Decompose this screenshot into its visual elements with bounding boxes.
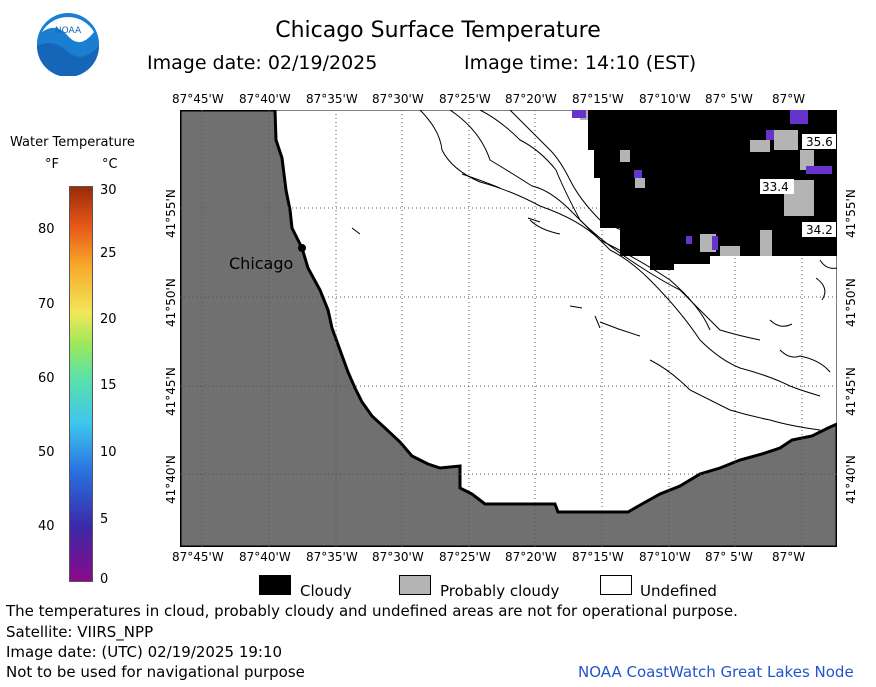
top-lon-label: 87° 5'W xyxy=(705,92,753,106)
colorbar-title: Water Temperature xyxy=(10,135,135,150)
image-time: Image time: 14:10 (EST) xyxy=(464,52,697,74)
top-lon-label: 87°10'W xyxy=(639,92,691,106)
lat-label-right: 41°45'N xyxy=(844,367,858,416)
bottom-lon-label: 87°40'W xyxy=(239,550,291,564)
logo-text: NOAA xyxy=(55,26,82,36)
c-tick: 20 xyxy=(100,312,117,327)
navigation-warning: Not to be used for navigational purpose xyxy=(6,663,305,681)
bottom-lon-label: 87° 5'W xyxy=(705,550,753,564)
f-tick: 70 xyxy=(38,297,55,312)
f-tick: 40 xyxy=(38,519,55,534)
satellite: Satellite: VIIRS_NPP xyxy=(6,623,154,641)
city-label: Chicago xyxy=(229,254,293,273)
bottom-lon-label: 87°25'W xyxy=(439,550,491,564)
legend-cloudy-swatch xyxy=(259,575,291,595)
c-tick: 25 xyxy=(100,246,117,261)
colorbar xyxy=(69,186,93,582)
lat-label-right: 41°40'N xyxy=(844,455,858,504)
lat-label-right: 41°55'N xyxy=(844,189,858,238)
bottom-lon-label: 87°15'W xyxy=(572,550,624,564)
lat-label-left: 41°50'N xyxy=(164,278,178,327)
bottom-lon-label: 87°30'W xyxy=(372,550,424,564)
unit-c: °C xyxy=(102,157,118,172)
top-lon-label: 87°35'W xyxy=(306,92,358,106)
bottom-lon-label: 87°45'W xyxy=(172,550,224,564)
top-lon-label: 87°20'W xyxy=(505,92,557,106)
utc-date: Image date: (UTC) 02/19/2025 19:10 xyxy=(6,643,283,661)
credit: NOAA CoastWatch Great Lakes Node xyxy=(578,663,854,681)
f-tick: 80 xyxy=(38,222,55,237)
top-lon-label: 87°30'W xyxy=(372,92,424,106)
legend-probably-cloudy-swatch xyxy=(399,575,431,595)
legend-cloudy-label: Cloudy xyxy=(300,582,352,600)
temperature-map: 35.6 33.4 34.2 Chicago xyxy=(180,110,837,547)
temp-labels: 35.6 33.4 34.2 xyxy=(760,134,836,237)
bottom-lon-label: 87°W xyxy=(772,550,806,564)
top-lon-label: 87°25'W xyxy=(439,92,491,106)
page-title: Chicago Surface Temperature xyxy=(275,18,601,43)
legend-undefined-swatch xyxy=(600,575,632,595)
temp-label-2: 33.4 xyxy=(762,180,789,194)
lat-label-left: 41°55'N xyxy=(164,189,178,238)
legend-undefined-label: Undefined xyxy=(640,582,717,600)
temp-label-3: 34.2 xyxy=(806,223,833,237)
lat-label-left: 41°45'N xyxy=(164,367,178,416)
disclaimer: The temperatures in cloud, probably clou… xyxy=(6,602,738,620)
f-tick: 60 xyxy=(38,371,55,386)
legend-probably-cloudy-label: Probably cloudy xyxy=(440,582,560,600)
cloud-mask xyxy=(572,110,837,270)
chicago-marker xyxy=(298,244,306,252)
c-tick: 15 xyxy=(100,378,117,393)
bottom-lon-label: 87°35'W xyxy=(306,550,358,564)
bottom-lon-label: 87°20'W xyxy=(505,550,557,564)
c-tick: 10 xyxy=(100,445,117,460)
top-lon-label: 87°45'W xyxy=(172,92,224,106)
lat-label-left: 41°40'N xyxy=(164,455,178,504)
top-lon-label: 87°W xyxy=(772,92,806,106)
temp-label-1: 35.6 xyxy=(806,135,833,149)
noaa-logo: NOAA xyxy=(37,13,99,76)
lat-label-right: 41°50'N xyxy=(844,278,858,327)
c-tick: 5 xyxy=(100,512,109,527)
bottom-lon-label: 87°10'W xyxy=(639,550,691,564)
depth-contours xyxy=(351,110,837,431)
top-lon-label: 87°15'W xyxy=(572,92,624,106)
top-lon-label: 87°40'W xyxy=(239,92,291,106)
image-date: Image date: 02/19/2025 xyxy=(147,52,378,74)
unit-f: °F xyxy=(45,157,59,172)
c-tick: 30 xyxy=(100,183,117,198)
c-tick: 0 xyxy=(100,572,109,587)
f-tick: 50 xyxy=(38,445,55,460)
